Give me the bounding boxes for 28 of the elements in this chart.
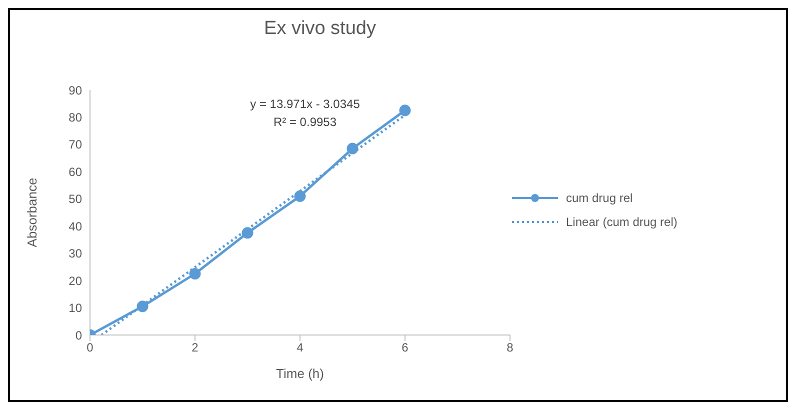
point <box>242 227 254 239</box>
legend-label: Linear (cum drug rel) <box>566 215 678 229</box>
annotation: y = 13.971x - 3.0345 <box>249 96 361 113</box>
x-tick-label: 6 <box>402 340 409 355</box>
x-tick-label: 2 <box>192 340 199 355</box>
y-axis-title: Absorbance <box>24 178 40 248</box>
x-tick-label: 0 <box>86 340 94 355</box>
x-tick-label: 8 <box>506 340 514 355</box>
point <box>294 190 306 202</box>
x-tick-label: 4 <box>296 340 304 355</box>
annotation: R² = 0.9953 <box>272 114 338 131</box>
y-tick-label: 20 <box>68 274 82 288</box>
x-axis-title: Time (h) <box>276 366 324 381</box>
y-tick-label: 70 <box>68 138 82 152</box>
chart-title: Ex vivo study <box>263 18 377 40</box>
y-tick-label: 40 <box>68 219 82 234</box>
y-tick-label: 60 <box>68 164 82 179</box>
y-tick-label: 90 <box>68 83 82 98</box>
y-tick-label: 30 <box>68 246 82 261</box>
y-tick-label: 80 <box>68 110 82 124</box>
point <box>136 300 148 312</box>
y-tick-label: 10 <box>68 301 82 316</box>
legend-label: cum drug rel <box>566 191 633 205</box>
point <box>399 104 411 116</box>
y-tick-label: 0 <box>75 328 82 342</box>
point <box>189 268 201 280</box>
y-tick-label: 50 <box>68 192 82 206</box>
point <box>346 142 358 154</box>
